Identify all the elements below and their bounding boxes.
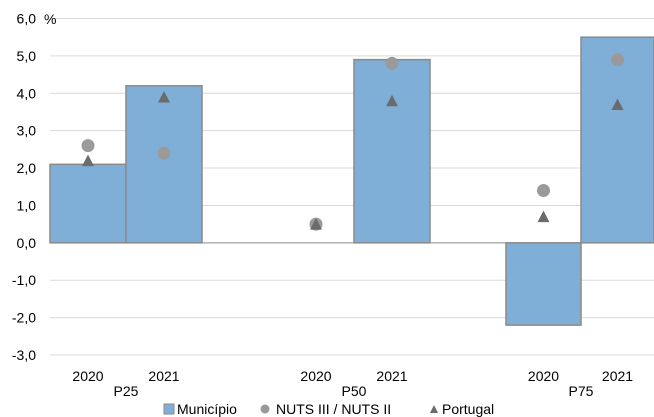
- point-portugal: [611, 98, 624, 110]
- y-tick-label: 1,0: [17, 197, 37, 213]
- y-axis-unit-label: %: [44, 11, 56, 27]
- x-tick-year: 2020: [528, 368, 559, 384]
- legend: Município NUTS III / NUTS II Portugal: [163, 401, 494, 417]
- x-group-label: P50: [342, 383, 367, 399]
- point-nuts: [611, 53, 624, 67]
- y-tick-label: 6,0: [17, 11, 37, 27]
- x-tick-year: 2020: [300, 368, 331, 384]
- y-tick-label: 5,0: [17, 48, 37, 64]
- point-portugal: [310, 218, 322, 230]
- point-nuts: [157, 146, 171, 160]
- point-nuts: [81, 139, 95, 153]
- bar-municipio: [353, 58, 431, 244]
- bar-municipio: [580, 36, 654, 244]
- bar-municipio: [125, 85, 203, 244]
- point-portugal: [537, 210, 550, 223]
- x-group-label: P25: [114, 383, 139, 399]
- y-tick-label: -2,0: [12, 310, 36, 326]
- x-tick-year: 2021: [602, 368, 633, 384]
- point-nuts: [537, 183, 550, 197]
- legend-label-municipio: Município: [177, 401, 237, 417]
- y-tick-label: -1,0: [12, 272, 36, 288]
- x-axis: 2020 2021 P25 2020 2021 P50 2020 2021 P75: [72, 368, 633, 399]
- point-nuts: [385, 56, 399, 70]
- bar-municipio: [49, 163, 127, 244]
- legend-swatch-nuts: [260, 404, 270, 414]
- x-tick-year: 2021: [148, 368, 179, 384]
- y-tick-label: 4,0: [17, 85, 37, 101]
- x-group-label: P75: [569, 383, 594, 399]
- y-tick-label: 3,0: [17, 123, 37, 139]
- x-tick-year: 2021: [376, 368, 407, 384]
- point-portugal: [158, 91, 170, 103]
- y-tick-label: 0,0: [17, 235, 37, 251]
- marker-series: [81, 53, 624, 231]
- legend-label-portugal: Portugal: [442, 401, 494, 417]
- x-tick-year: 2020: [72, 368, 103, 384]
- y-axis: 6,0 5,0 4,0 3,0 2,0 1,0 0,0 -1,0 -2,0 -3,0: [12, 11, 36, 364]
- bar-series: [49, 36, 654, 326]
- bar-municipio: [505, 242, 582, 326]
- point-portugal: [82, 154, 94, 167]
- legend-swatch-portugal: [430, 405, 438, 413]
- y-tick-label: -3,0: [12, 347, 36, 363]
- y-tick-label: 2,0: [17, 160, 37, 176]
- legend-label-nuts: NUTS III / NUTS II: [276, 401, 391, 417]
- point-portugal: [386, 94, 398, 107]
- legend-swatch-municipio: [163, 403, 175, 415]
